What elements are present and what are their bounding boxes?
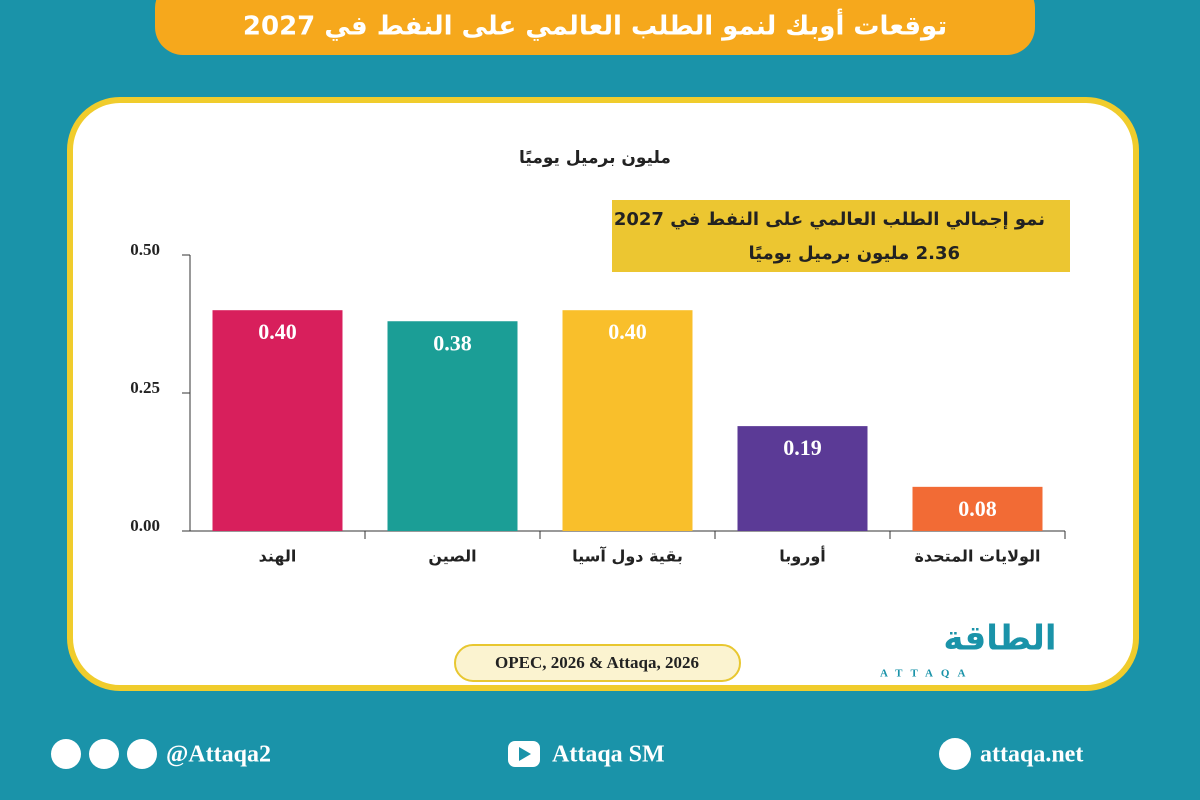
value-label: 0.08	[958, 496, 997, 521]
value-label: 0.40	[608, 319, 647, 344]
bar	[562, 310, 693, 531]
y-tick-label: 0.50	[130, 240, 160, 259]
title-banner	[155, 0, 1035, 55]
footer-social: @Attaqa2	[166, 742, 271, 768]
annotation-box	[612, 200, 1070, 272]
x-tick-label: الهند	[259, 547, 297, 566]
y-tick-label: 0.25	[130, 378, 160, 397]
bar	[387, 321, 518, 531]
logo: الطاقة	[943, 619, 1056, 659]
value-label: 0.19	[783, 435, 822, 460]
chart-title: توقعات أوبك لنمو الطلب العالمي على النفط…	[243, 9, 947, 42]
bar	[737, 426, 868, 531]
footer-youtube: Attaqa SM	[552, 742, 665, 768]
social-icons	[51, 738, 971, 770]
value-label: 0.38	[433, 330, 472, 355]
value-label: 0.40	[258, 319, 297, 344]
y-tick-label: 0.00	[130, 516, 160, 535]
bar	[912, 486, 1043, 531]
x-tick-label: الصين	[428, 547, 476, 566]
logo-latin: ATTAQA	[880, 668, 973, 680]
x-tick-label: الولايات المتحدة	[914, 547, 1040, 566]
annotation-line: نمو إجمالي الطلب العالمي على النفط في 20…	[614, 209, 1045, 230]
source-pill	[454, 644, 741, 682]
annotation-line: 2.36 مليون برميل يوميًا	[748, 243, 960, 264]
x-tick-label: بقية دول آسيا	[572, 546, 683, 566]
unit-label: مليون برميل يوميًا	[519, 148, 671, 168]
x-tick-label: أوروبا	[779, 546, 826, 566]
footer-website: attaqa.net	[980, 742, 1083, 768]
bar	[212, 310, 343, 531]
source: OPEC, 2026 & Attaqa, 2026	[495, 653, 699, 672]
